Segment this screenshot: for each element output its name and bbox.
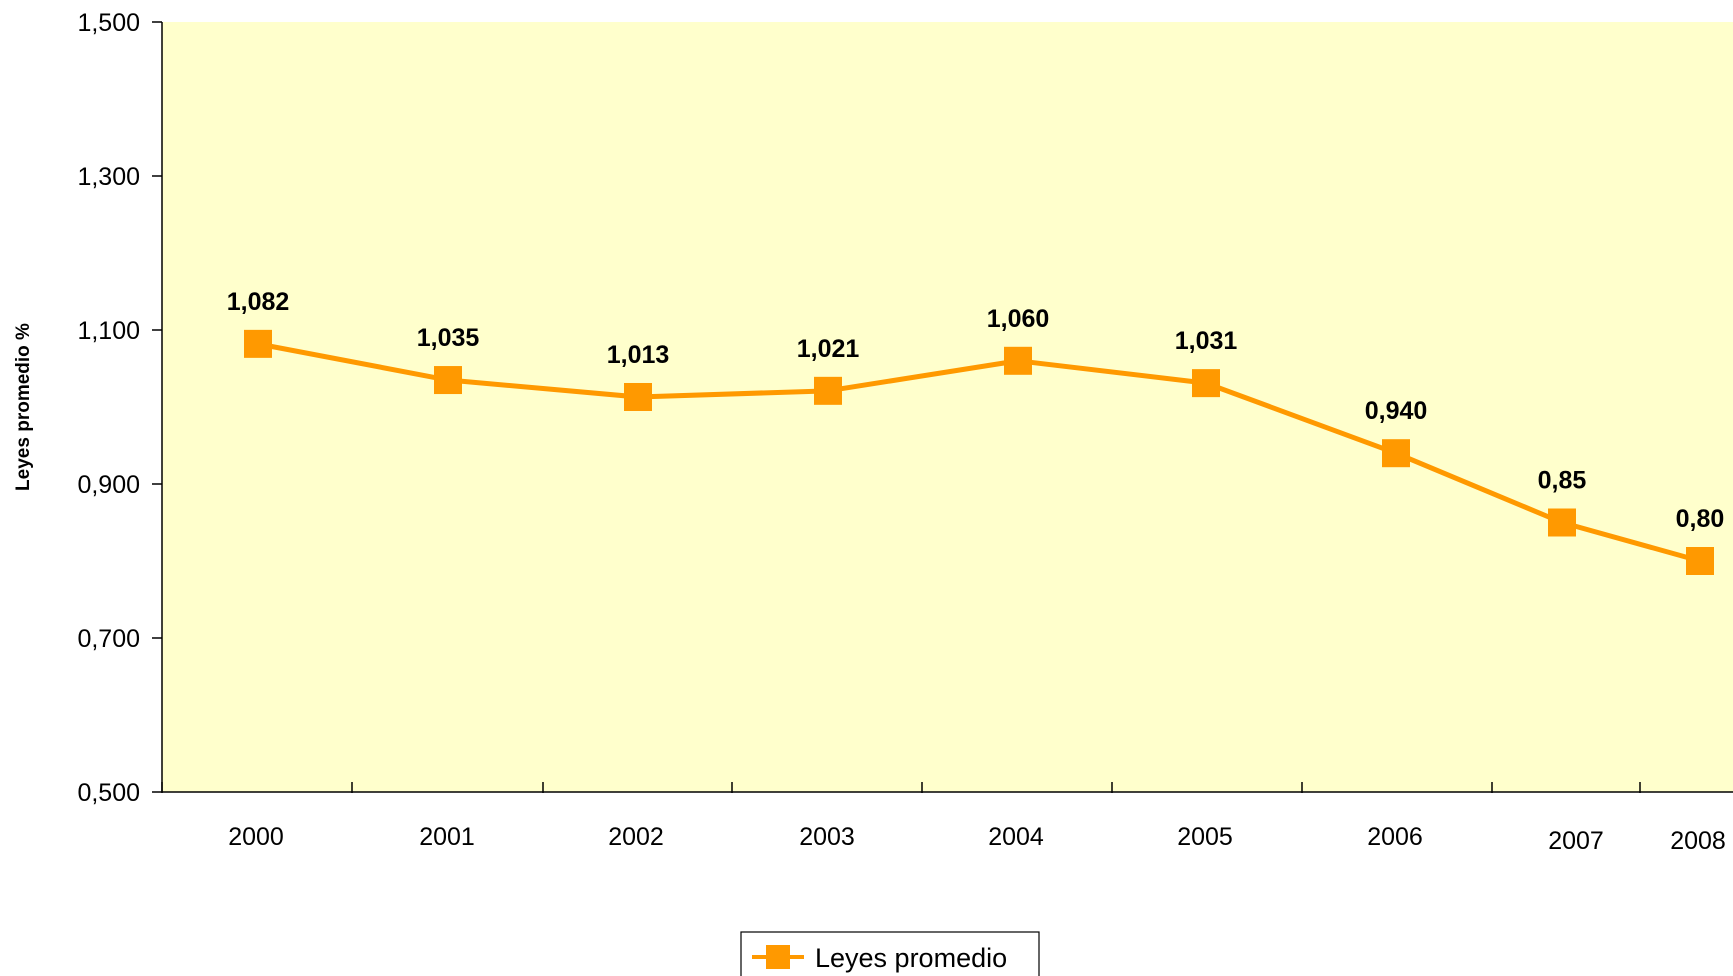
data-label-layer: 1,082 1,035 1,013 1,021 1,060 1,031 0,940 0,85 0… [227,288,1725,533]
data-label: 1,013 [607,341,670,369]
legend-label: Leyes promedio [815,943,1007,973]
y-tick-label: 1,100 [77,317,140,345]
data-point-marker [434,366,462,395]
data-label: 1,035 [417,324,480,352]
x-tick-label: 2006 [1367,823,1423,851]
data-label: 0,80 [1676,505,1725,533]
x-tick-label: 2004 [988,823,1044,851]
legend-marker-swatch [766,945,790,969]
y-tick-label: 0,500 [77,779,140,807]
y-tick-label: 0,900 [77,471,140,499]
legend-box [740,931,1040,976]
data-point-marker [1686,547,1714,575]
legend: Leyes promedio [740,931,1040,976]
y-axis: 0,500 0,700 0,900 1,100 1,300 1,500 [77,9,163,807]
x-tick-label: 2002 [608,823,664,851]
x-tick-label: 2000 [228,823,284,851]
x-tick-label: 2001 [419,823,475,851]
y-tick-label: 1,500 [77,9,140,37]
y-axis-title: Leyes promedio % [13,323,34,491]
data-label: 1,021 [797,335,860,363]
data-point-marker [624,382,652,411]
data-point-marker [244,329,272,358]
data-label: 0,940 [1365,397,1428,425]
data-label: 1,060 [987,305,1050,333]
data-label: 0,85 [1538,467,1587,495]
x-tick-label: 2008 [1670,827,1726,855]
series-layer [244,329,1714,575]
data-label: 1,082 [227,288,290,316]
x-axis: 2000 2001 2002 2003 2004 2005 2006 2007 2008 [161,782,1733,855]
plot-area-background [162,22,1733,792]
x-tick-label: 2005 [1177,823,1233,851]
x-tick-label: 2007 [1548,827,1604,855]
data-point-marker [1382,439,1410,468]
data-point-marker [814,376,842,405]
data-label: 1,031 [1175,327,1238,355]
data-point-marker [1548,508,1576,537]
x-tick-label: 2003 [799,823,855,851]
data-point-marker [1004,346,1032,375]
y-tick-label: 0,700 [77,625,140,653]
data-point-marker [1192,369,1220,398]
y-tick-label: 1,300 [77,163,140,191]
